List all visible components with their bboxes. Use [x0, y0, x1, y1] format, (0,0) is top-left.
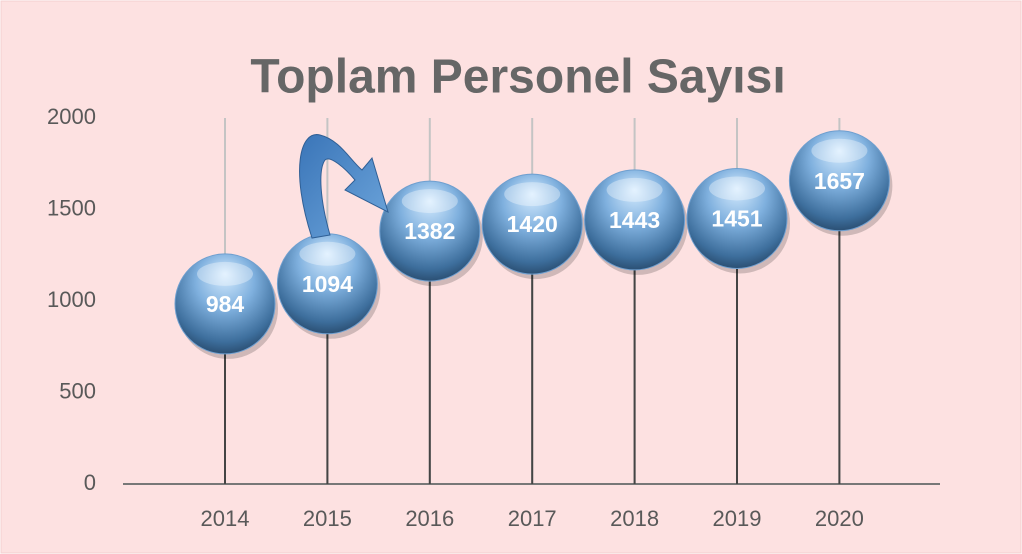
data-label: 1420: [507, 211, 558, 237]
data-label: 1382: [404, 218, 455, 244]
highlight: [401, 189, 458, 214]
y-tick-label: 1000: [47, 287, 96, 312]
highlight: [709, 176, 765, 201]
y-tick-label: 1500: [47, 195, 96, 220]
x-tick-label: 2016: [405, 506, 454, 531]
data-label: 984: [206, 291, 245, 317]
sphere: [584, 169, 686, 271]
sphere: [686, 167, 788, 269]
x-tick-label: 2020: [815, 506, 864, 531]
x-tick-label: 2019: [713, 506, 762, 531]
highlight: [811, 138, 868, 163]
highlight: [299, 241, 356, 266]
sphere: [788, 130, 890, 232]
x-tick-label: 2017: [508, 506, 557, 531]
x-tick-label: 2015: [303, 506, 352, 531]
highlight: [504, 182, 561, 207]
data-label: 1657: [814, 168, 865, 194]
x-tick-label: 2018: [610, 506, 659, 531]
sphere: [379, 180, 481, 282]
plot: 0 500 1000 1500 2000 2014 2015 2016 2017 2018 2019…: [47, 104, 940, 531]
data-label: 1443: [609, 207, 660, 233]
data-label: 1094: [302, 271, 353, 297]
data-label: 1451: [711, 206, 762, 232]
y-tick-label: 500: [59, 378, 96, 403]
y-tick-label: 0: [84, 470, 96, 495]
arrow: [299, 134, 389, 239]
x-tick-label: 2014: [201, 506, 250, 531]
sphere: [174, 253, 276, 355]
y-tick-label: 2000: [47, 104, 96, 129]
sphere: [481, 173, 583, 275]
highlight: [197, 261, 253, 286]
highlight: [606, 177, 663, 202]
chart-title: Toplam Personel Sayısı: [250, 51, 785, 104]
